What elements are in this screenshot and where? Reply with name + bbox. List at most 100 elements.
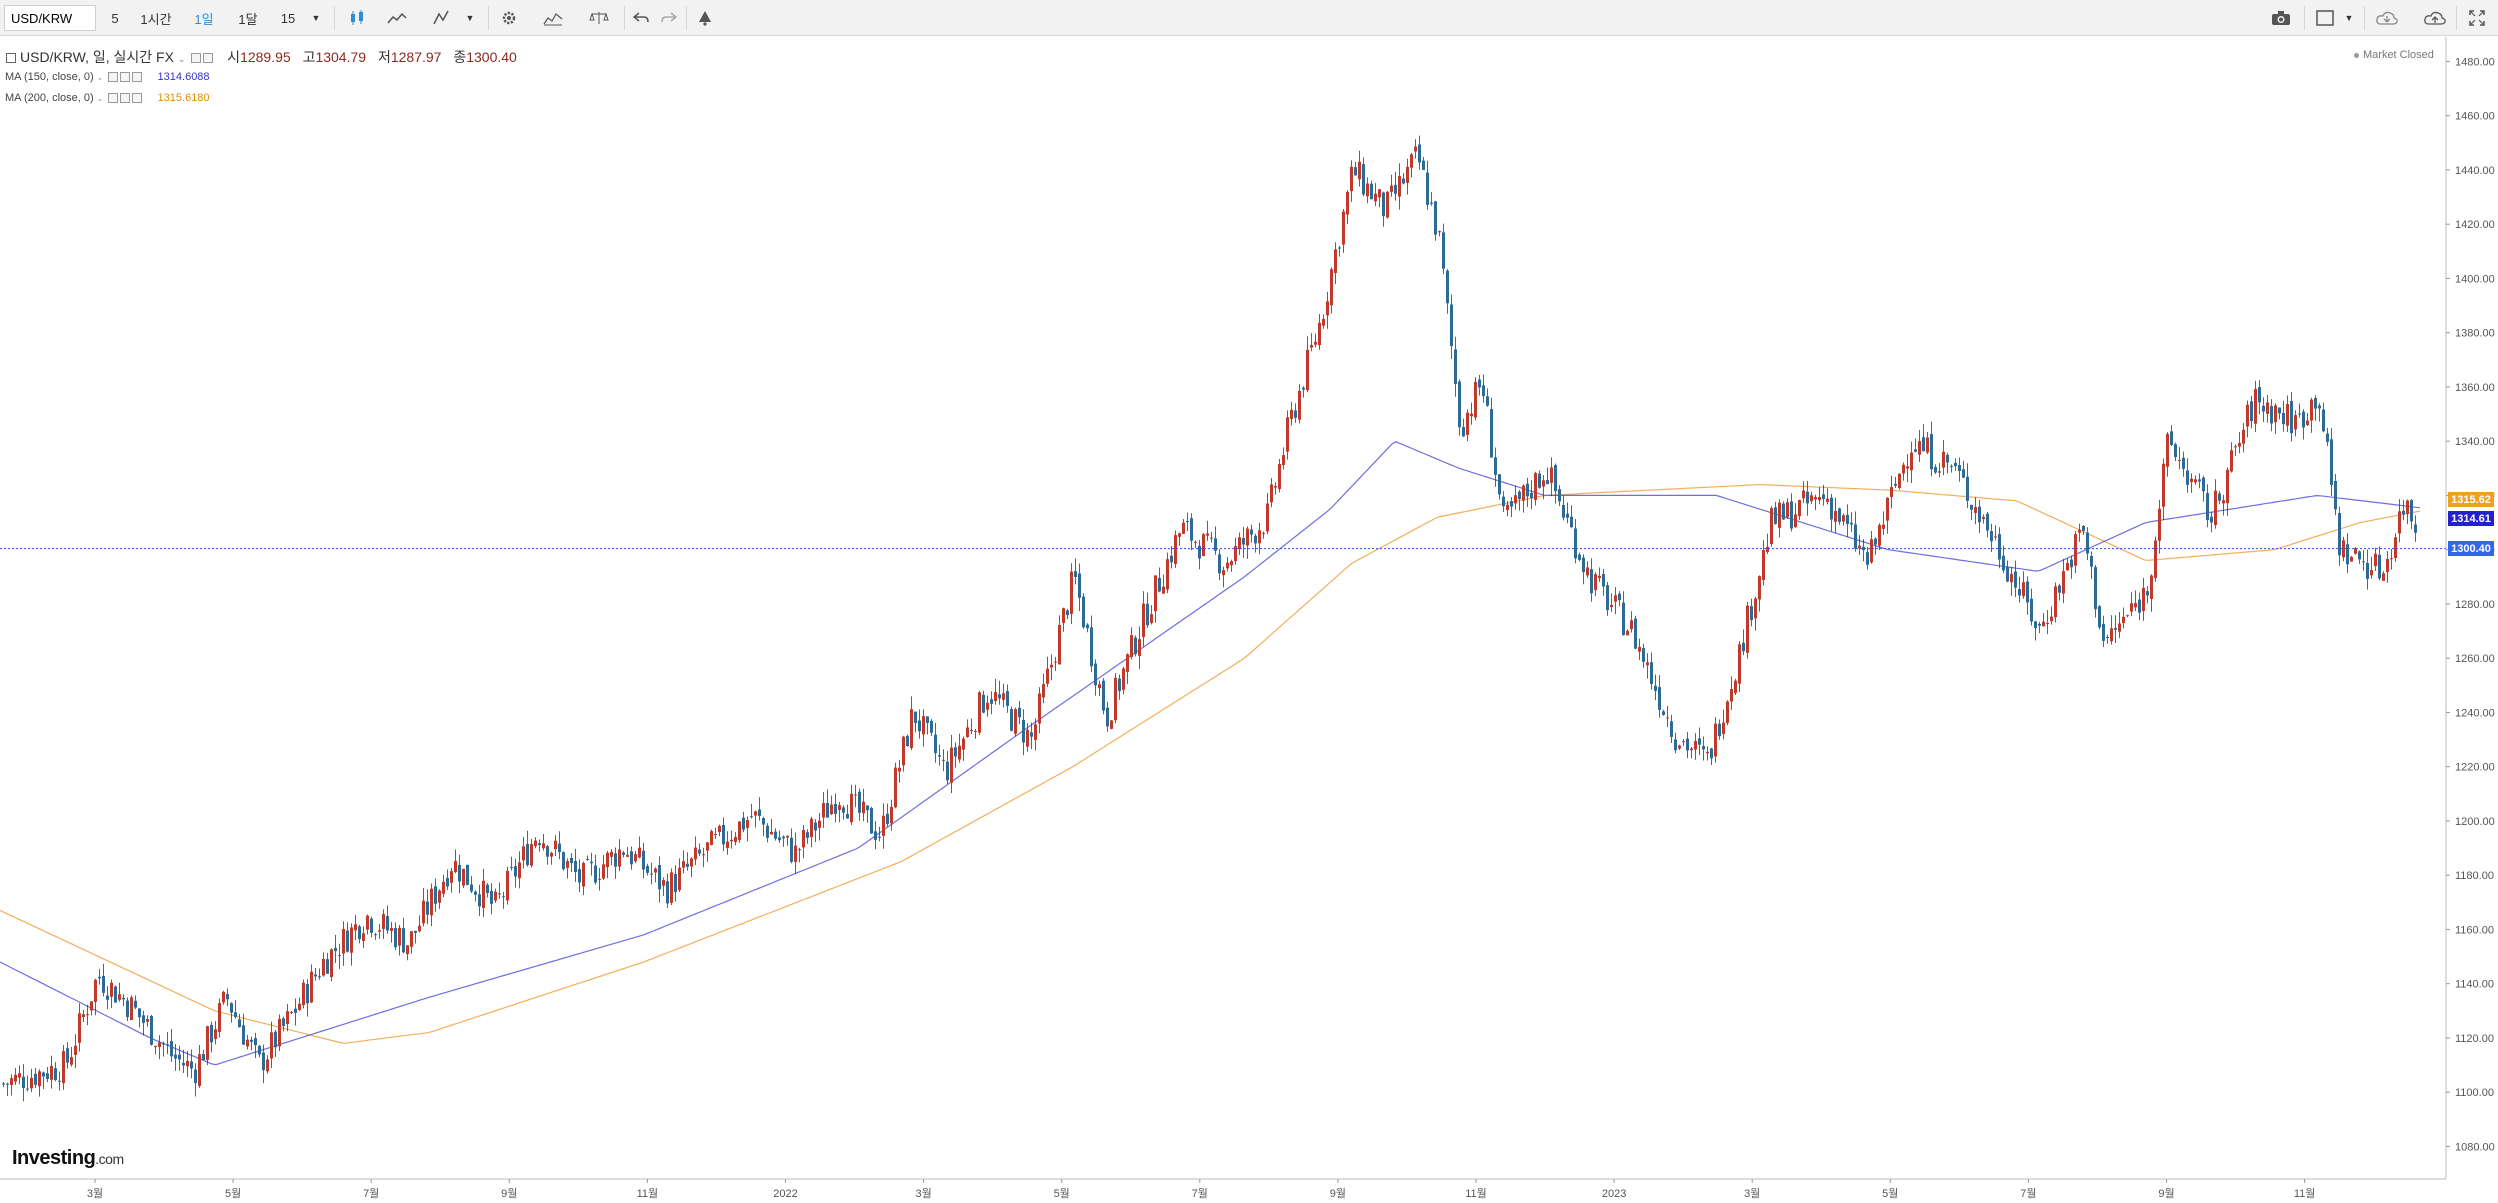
legend-dropdown-icon[interactable]: ⌄ bbox=[177, 54, 186, 64]
close-value: 1300.40 bbox=[466, 49, 517, 65]
ma150-hide-icon[interactable] bbox=[120, 72, 131, 83]
x-tick-label: 7월 bbox=[363, 1187, 379, 1200]
interval-1month-button[interactable]: 1달 bbox=[238, 11, 258, 27]
layout-icon[interactable] bbox=[2310, 3, 2340, 33]
candle-body bbox=[1534, 472, 1537, 501]
candle-body bbox=[306, 984, 309, 1004]
candle-body bbox=[1422, 160, 1425, 170]
symbol-input[interactable] bbox=[4, 5, 96, 31]
candle-body bbox=[2162, 463, 2165, 507]
candle-body bbox=[478, 894, 481, 907]
cloud-save-icon[interactable] bbox=[2418, 3, 2452, 33]
candle-body bbox=[2, 1083, 5, 1085]
ma150-dropdown-icon[interactable]: ⌄ bbox=[96, 73, 104, 82]
ma150-remove-icon[interactable] bbox=[132, 72, 143, 83]
close-label: 종 bbox=[453, 49, 467, 65]
drawing-dropdown-icon[interactable]: ▼ bbox=[465, 13, 475, 23]
candle-body bbox=[530, 844, 533, 866]
gear-icon[interactable] bbox=[492, 3, 526, 33]
candle-body bbox=[2102, 623, 2105, 641]
candle-body bbox=[430, 888, 433, 916]
ma200-settings-icon[interactable] bbox=[108, 93, 119, 104]
chart-pane[interactable]: 1080.00 1100.00 1120.00 1140.00 1160.00 1180.… bbox=[0, 37, 2498, 1203]
open-value: 1289.95 bbox=[240, 49, 291, 65]
candle-body bbox=[1550, 467, 1553, 483]
candle-body bbox=[2278, 407, 2281, 414]
interval-1day-button[interactable]: 1일 bbox=[194, 11, 214, 27]
candle-body bbox=[1646, 662, 1649, 666]
candlestick-chart-icon[interactable] bbox=[340, 3, 374, 33]
candle-body bbox=[1518, 491, 1521, 499]
candle-body bbox=[1610, 604, 1613, 608]
y-tick-label: 1220.00 bbox=[2455, 762, 2495, 774]
candle-body bbox=[1378, 189, 1381, 198]
candle-body bbox=[426, 901, 429, 915]
candle-body bbox=[330, 949, 333, 978]
ma200-remove-icon[interactable] bbox=[132, 93, 143, 104]
legend-settings-icon[interactable] bbox=[191, 53, 202, 64]
candle-body bbox=[746, 820, 749, 828]
candle-body bbox=[666, 881, 669, 904]
candle-body bbox=[2294, 415, 2297, 430]
candle-body bbox=[1170, 555, 1173, 563]
ma200-hide-icon[interactable] bbox=[120, 93, 131, 104]
candle-body bbox=[2126, 615, 2129, 617]
candle-body bbox=[98, 976, 101, 979]
candle-body bbox=[566, 861, 569, 868]
legend-hide-icon[interactable] bbox=[203, 53, 214, 64]
undo-icon[interactable] bbox=[628, 3, 654, 33]
candle-body bbox=[882, 815, 885, 836]
investing-logo[interactable]: Investing.com bbox=[12, 1147, 124, 1170]
fullscreen-icon[interactable] bbox=[2462, 3, 2492, 33]
interval-5min-button[interactable]: 5 bbox=[111, 10, 119, 26]
candle-body bbox=[1310, 344, 1313, 348]
candle-body bbox=[1298, 390, 1301, 420]
candle-body bbox=[1622, 602, 1625, 636]
candle-body bbox=[1234, 546, 1237, 562]
candle-body bbox=[442, 881, 445, 894]
candle-body bbox=[1050, 664, 1053, 668]
compare-icon[interactable] bbox=[536, 3, 570, 33]
candle-body bbox=[606, 852, 609, 868]
candle-body bbox=[814, 822, 817, 831]
price-chart[interactable]: 1080.00 1100.00 1120.00 1140.00 1160.00 1180.… bbox=[0, 37, 2498, 1203]
candle-body bbox=[1694, 740, 1697, 750]
candle-body bbox=[1554, 465, 1557, 492]
interval-1hour-button[interactable]: 1시간 bbox=[140, 11, 172, 27]
collapse-legend-icon[interactable] bbox=[6, 53, 16, 63]
candle-body bbox=[1826, 498, 1829, 502]
candle-body bbox=[738, 821, 741, 840]
candle-body bbox=[730, 839, 733, 842]
candle-body bbox=[1182, 522, 1185, 534]
logo-text: Investing bbox=[12, 1147, 96, 1169]
candle-body bbox=[1398, 176, 1401, 197]
candle-body bbox=[966, 727, 969, 737]
candle-body bbox=[2186, 470, 2189, 485]
candle-body bbox=[466, 864, 469, 885]
layout-dropdown-icon[interactable]: ▼ bbox=[2344, 13, 2354, 23]
candle-body bbox=[1118, 678, 1121, 692]
candle-body bbox=[1214, 538, 1217, 551]
scale-balance-icon[interactable] bbox=[582, 3, 616, 33]
candle-body bbox=[518, 862, 521, 879]
drawing-tools-icon[interactable] bbox=[424, 3, 458, 33]
alert-bell-icon[interactable] bbox=[690, 3, 720, 33]
candle-body bbox=[410, 931, 413, 947]
candle-body bbox=[2106, 636, 2109, 638]
candle-body bbox=[150, 1015, 153, 1045]
camera-icon[interactable] bbox=[2264, 3, 2298, 33]
candle-body bbox=[2142, 587, 2145, 611]
candle-body bbox=[58, 1080, 61, 1082]
redo-icon[interactable] bbox=[656, 3, 682, 33]
ma150-settings-icon[interactable] bbox=[108, 72, 119, 83]
interval-dropdown-icon[interactable]: ▼ bbox=[311, 13, 321, 23]
candle-body bbox=[378, 930, 381, 932]
candle-body bbox=[1998, 534, 2001, 560]
candle-body bbox=[1830, 497, 1833, 520]
cloud-load-icon[interactable] bbox=[2370, 3, 2404, 33]
candle-body bbox=[718, 825, 721, 832]
candle-body bbox=[1882, 524, 1885, 529]
ma200-dropdown-icon[interactable]: ⌄ bbox=[96, 94, 104, 103]
indicators-icon[interactable] bbox=[380, 3, 414, 33]
interval-select[interactable]: 15 bbox=[280, 10, 296, 26]
